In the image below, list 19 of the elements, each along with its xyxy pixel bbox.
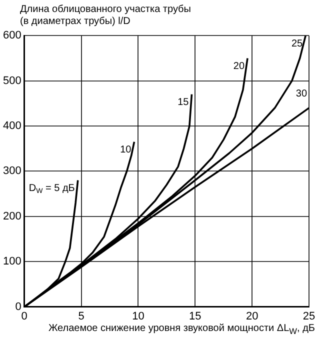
- x-axis-title: Желаемое снижение уровня звуковой мощности ΔL$_{W}$, дБ: [48, 323, 315, 336]
- y-tick-label: 400: [2, 120, 22, 132]
- y-axis-title: Длина облицованного участка трубы (в диаметрах трубы) l/D: [20, 4, 191, 28]
- series-label: 20: [233, 60, 245, 72]
- x-tick-label: 25: [302, 310, 316, 322]
- series-label: 25: [291, 38, 304, 50]
- series-label: 30: [296, 88, 308, 100]
- x-tick-label: 15: [189, 310, 202, 322]
- x-tick-label: 20: [246, 310, 258, 322]
- series-label: 15: [178, 97, 190, 108]
- y-tick-label: 200: [2, 210, 22, 222]
- x-tick-label: 5: [78, 310, 84, 322]
- y-tick-label: 600: [2, 30, 22, 42]
- x-tick-label: 10: [132, 310, 144, 322]
- y-tick-label: 0: [15, 300, 22, 313]
- y-tick-label: 300: [2, 165, 22, 178]
- series-label: 10: [120, 144, 132, 156]
- y-tick-label: 500: [2, 74, 22, 87]
- y-tick-label: 100: [2, 256, 22, 268]
